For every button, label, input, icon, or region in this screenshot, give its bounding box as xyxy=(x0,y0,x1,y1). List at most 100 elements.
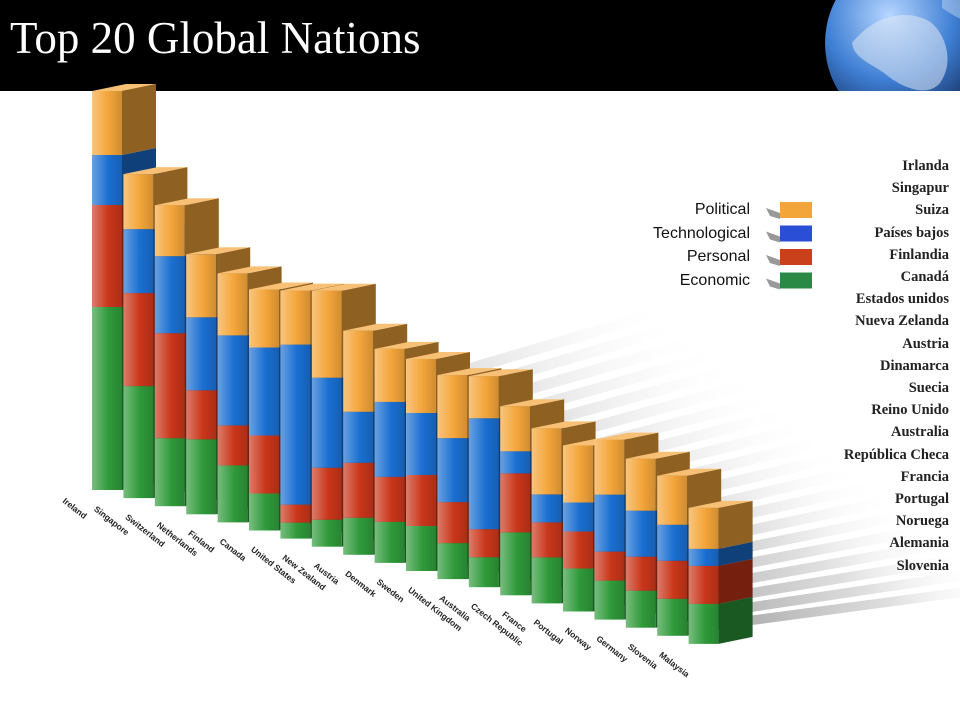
segment-economic xyxy=(625,590,656,628)
segment-technological xyxy=(531,494,562,523)
legend-label: Political xyxy=(694,201,750,218)
legend-pointer xyxy=(766,231,780,243)
segment-political xyxy=(406,359,436,413)
segment-technological xyxy=(406,413,436,475)
segment-side-political xyxy=(184,198,219,257)
tick-label: Portugal xyxy=(532,617,565,646)
segment-personal xyxy=(217,425,248,466)
segment-economic xyxy=(437,543,468,580)
segment-political xyxy=(217,273,248,336)
spanish-country-label: Estados unidos xyxy=(855,291,949,308)
bar-top-face xyxy=(123,167,188,175)
segment-personal xyxy=(311,467,342,520)
segment-economic xyxy=(468,557,499,588)
segment-political xyxy=(311,290,342,378)
segment-personal xyxy=(123,293,154,387)
segment-technological xyxy=(594,494,625,552)
spanish-country-label: Noruega xyxy=(895,513,949,530)
segment-economic xyxy=(374,521,405,563)
segment-political xyxy=(343,330,374,412)
segment-political xyxy=(531,428,562,495)
tick-label: Norway xyxy=(563,625,594,652)
globe-icon xyxy=(825,0,960,91)
segment-personal xyxy=(92,205,122,307)
segment-political xyxy=(437,375,468,439)
floor-shadow xyxy=(687,571,960,620)
bar-top-face xyxy=(311,283,376,291)
bar-top-face xyxy=(249,282,313,290)
segment-economic xyxy=(657,598,688,636)
legend-pointer xyxy=(766,255,780,266)
spanish-country-label: Suecia xyxy=(908,380,949,396)
spanish-country-label: Suiza xyxy=(915,202,949,219)
segment-personal xyxy=(437,502,468,544)
bar-top-face xyxy=(406,352,470,359)
segment-political xyxy=(500,406,531,452)
segment-personal xyxy=(531,522,562,558)
segment-side-economic xyxy=(718,596,753,644)
spanish-country-label: Irlanda xyxy=(902,158,949,174)
segment-technological xyxy=(657,524,688,561)
segment-technological xyxy=(563,502,593,532)
segment-technological xyxy=(154,256,185,334)
segment-technological xyxy=(500,451,531,474)
segment-economic xyxy=(186,439,217,515)
floor-shadow xyxy=(718,587,960,628)
bar-top-face xyxy=(657,468,722,476)
segment-technological xyxy=(123,229,154,294)
segment-personal xyxy=(688,565,719,604)
title-bar: Top 20 Global Nations xyxy=(0,0,960,91)
spanish-country-label: Austria xyxy=(902,335,949,352)
spanish-country-label: República Checa xyxy=(843,446,949,463)
segment-technological xyxy=(468,418,499,530)
spanish-country-label: Nueva Zelanda xyxy=(855,313,949,330)
bar-top-face xyxy=(531,421,596,429)
segment-political xyxy=(657,475,688,525)
bar-top-face xyxy=(374,341,439,349)
segment-personal xyxy=(625,556,656,591)
segment-political xyxy=(186,254,217,318)
segment-personal xyxy=(594,551,625,581)
segment-technological xyxy=(280,344,311,505)
spanish-country-label: Alemania xyxy=(889,535,949,552)
segment-economic xyxy=(92,307,122,490)
bar-top-face xyxy=(92,84,156,91)
segment-technological xyxy=(625,510,656,557)
legend-swatch xyxy=(780,272,812,289)
bar-malaysia: Malaysia xyxy=(657,500,753,679)
bar-top-face xyxy=(186,247,251,255)
bar-top-face xyxy=(625,451,690,459)
segment-technological xyxy=(688,548,719,566)
segment-economic xyxy=(249,493,279,531)
segment-technological xyxy=(311,377,342,468)
segment-economic xyxy=(594,580,625,620)
segment-economic xyxy=(123,386,154,499)
segment-personal xyxy=(280,504,311,523)
legend-pointer xyxy=(766,278,780,290)
segment-technological xyxy=(374,401,405,477)
bar-top-face xyxy=(343,323,408,331)
legend-pointer xyxy=(766,208,780,219)
segment-personal xyxy=(500,473,531,533)
spanish-country-label: Dinamarca xyxy=(879,357,949,374)
bar-top-face xyxy=(437,368,502,376)
segment-technological xyxy=(92,155,122,205)
segment-political xyxy=(249,289,279,348)
segment-personal xyxy=(657,560,688,599)
segment-technological xyxy=(217,335,248,426)
segment-side-technological xyxy=(718,541,753,566)
spanish-country-label: Países bajos xyxy=(874,224,949,241)
segment-personal xyxy=(186,390,217,440)
spanish-country-label: Slovenia xyxy=(896,557,949,574)
bar-top-face xyxy=(468,369,533,377)
segment-political xyxy=(594,439,625,495)
tick-label: Germany xyxy=(595,633,630,664)
spanish-country-label: Australia xyxy=(891,424,949,441)
legend-label: Personal xyxy=(686,248,750,265)
segment-political xyxy=(92,91,122,155)
spanish-country-label: Portugal xyxy=(895,491,949,507)
tick-label: Ireland xyxy=(61,496,89,521)
segment-side-personal xyxy=(718,558,753,604)
segment-economic xyxy=(343,517,374,555)
